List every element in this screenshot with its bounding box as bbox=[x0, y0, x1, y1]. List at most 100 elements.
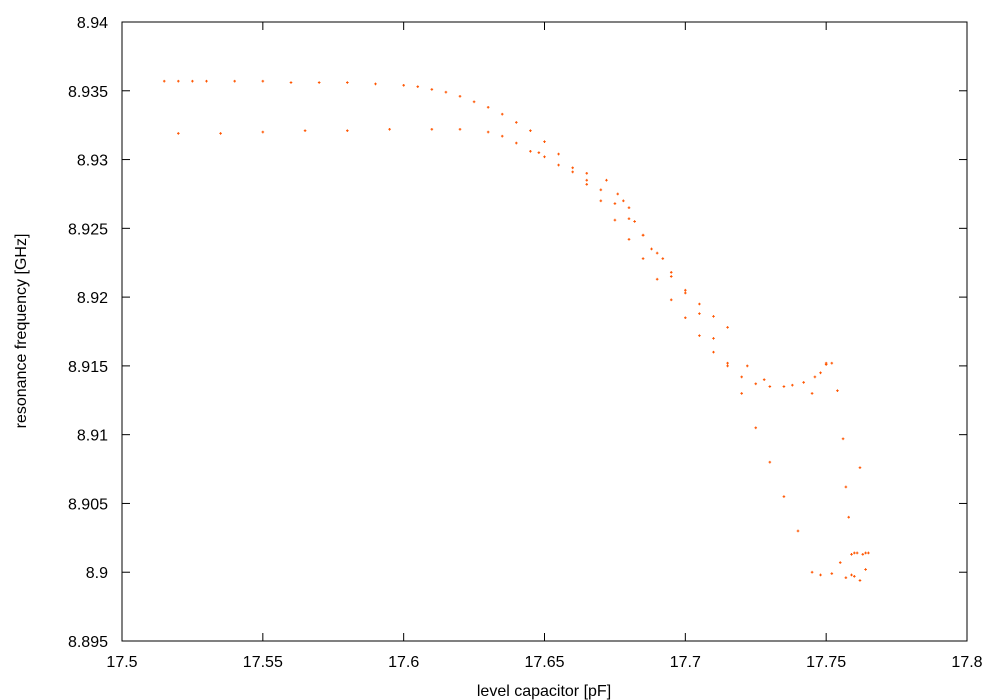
data-point bbox=[669, 271, 673, 274]
data-point bbox=[543, 140, 546, 143]
data-point bbox=[613, 202, 617, 205]
y-axis-label: resonance frequency [GHz] bbox=[13, 234, 30, 429]
data-point bbox=[303, 129, 307, 132]
data-point bbox=[844, 485, 848, 489]
data-point bbox=[537, 151, 541, 154]
data-point bbox=[458, 127, 462, 131]
data-point bbox=[571, 170, 574, 174]
data-point bbox=[824, 361, 828, 365]
data-point bbox=[819, 371, 822, 375]
data-point bbox=[585, 178, 589, 182]
data-point bbox=[791, 383, 794, 387]
data-point bbox=[850, 573, 853, 577]
data-point bbox=[388, 127, 391, 131]
data-point bbox=[486, 105, 490, 109]
data-point bbox=[867, 551, 870, 555]
data-point bbox=[599, 188, 603, 192]
data-point bbox=[430, 127, 434, 131]
data-point bbox=[858, 466, 862, 469]
data-point bbox=[585, 183, 589, 186]
data-point bbox=[684, 291, 687, 295]
data-point bbox=[655, 277, 659, 281]
data-point bbox=[486, 130, 490, 134]
data-point bbox=[712, 315, 715, 318]
data-point bbox=[726, 364, 729, 368]
data-point bbox=[864, 568, 867, 571]
data-point bbox=[655, 251, 659, 255]
data-point bbox=[529, 150, 532, 153]
data-point bbox=[762, 378, 766, 381]
data-point bbox=[346, 81, 349, 84]
x-tick-label: 17.7 bbox=[670, 654, 701, 671]
data-point bbox=[627, 206, 631, 209]
x-axis-label: level capacitor [pF] bbox=[477, 683, 611, 700]
x-tick-label: 17.6 bbox=[388, 654, 419, 671]
data-point bbox=[819, 573, 822, 577]
data-point bbox=[191, 79, 194, 83]
data-point bbox=[374, 82, 377, 86]
data-point bbox=[684, 316, 687, 320]
data-point bbox=[853, 551, 856, 555]
data-point bbox=[529, 129, 532, 132]
data-point bbox=[416, 85, 420, 88]
data-point bbox=[698, 334, 701, 337]
data-point bbox=[740, 392, 743, 395]
data-point bbox=[669, 275, 673, 278]
y-tick-label: 8.91 bbox=[77, 428, 108, 445]
data-point bbox=[543, 155, 546, 159]
data-point bbox=[219, 132, 222, 135]
y-tick-label: 8.94 bbox=[77, 15, 108, 32]
data-point bbox=[605, 178, 608, 182]
data-point bbox=[622, 199, 625, 203]
y-tick-label: 8.9 bbox=[86, 565, 108, 582]
x-tick-label: 17.65 bbox=[524, 654, 564, 671]
data-point bbox=[712, 350, 715, 354]
data-point bbox=[838, 561, 842, 564]
data-point bbox=[627, 217, 631, 221]
data-point bbox=[177, 132, 180, 135]
data-point bbox=[261, 130, 265, 134]
data-point bbox=[740, 375, 743, 379]
data-point bbox=[641, 257, 645, 260]
data-point bbox=[726, 361, 729, 365]
data-point bbox=[650, 247, 653, 251]
data-point bbox=[162, 79, 166, 83]
data-point bbox=[684, 288, 687, 292]
y-tick-label: 8.895 bbox=[68, 634, 108, 651]
data-point bbox=[661, 257, 665, 260]
data-point bbox=[444, 90, 448, 94]
data-point bbox=[261, 79, 265, 83]
data-point bbox=[841, 437, 845, 441]
data-point bbox=[858, 579, 862, 582]
data-point bbox=[796, 529, 800, 533]
data-point bbox=[810, 392, 814, 395]
data-point bbox=[802, 381, 805, 384]
data-point bbox=[754, 426, 758, 430]
data-point bbox=[557, 152, 560, 156]
data-point bbox=[430, 88, 434, 91]
y-tick-label: 8.915 bbox=[68, 359, 108, 376]
data-point bbox=[669, 298, 673, 302]
x-tick-label: 17.55 bbox=[243, 654, 283, 671]
data-point bbox=[836, 389, 839, 392]
data-point bbox=[585, 172, 589, 175]
ticks-layer bbox=[121, 21, 968, 642]
y-tick-label: 8.925 bbox=[68, 221, 108, 238]
y-tick-label: 8.935 bbox=[68, 84, 108, 101]
data-point bbox=[861, 553, 865, 556]
data-point bbox=[458, 94, 462, 98]
data-point bbox=[557, 163, 560, 167]
data-point bbox=[472, 100, 476, 104]
data-point bbox=[317, 81, 321, 84]
data-point bbox=[402, 83, 405, 87]
data-point bbox=[864, 551, 867, 555]
data-point bbox=[289, 81, 293, 84]
tick-labels-layer: 17.5 17.55 17.6 17.65 17.7 17.75 17.8 8.895 8.9 8… bbox=[68, 15, 983, 671]
data-point bbox=[233, 79, 236, 83]
points-layer bbox=[162, 79, 870, 582]
data-point bbox=[515, 141, 518, 145]
data-point bbox=[844, 576, 848, 580]
plot-frame bbox=[121, 21, 968, 642]
